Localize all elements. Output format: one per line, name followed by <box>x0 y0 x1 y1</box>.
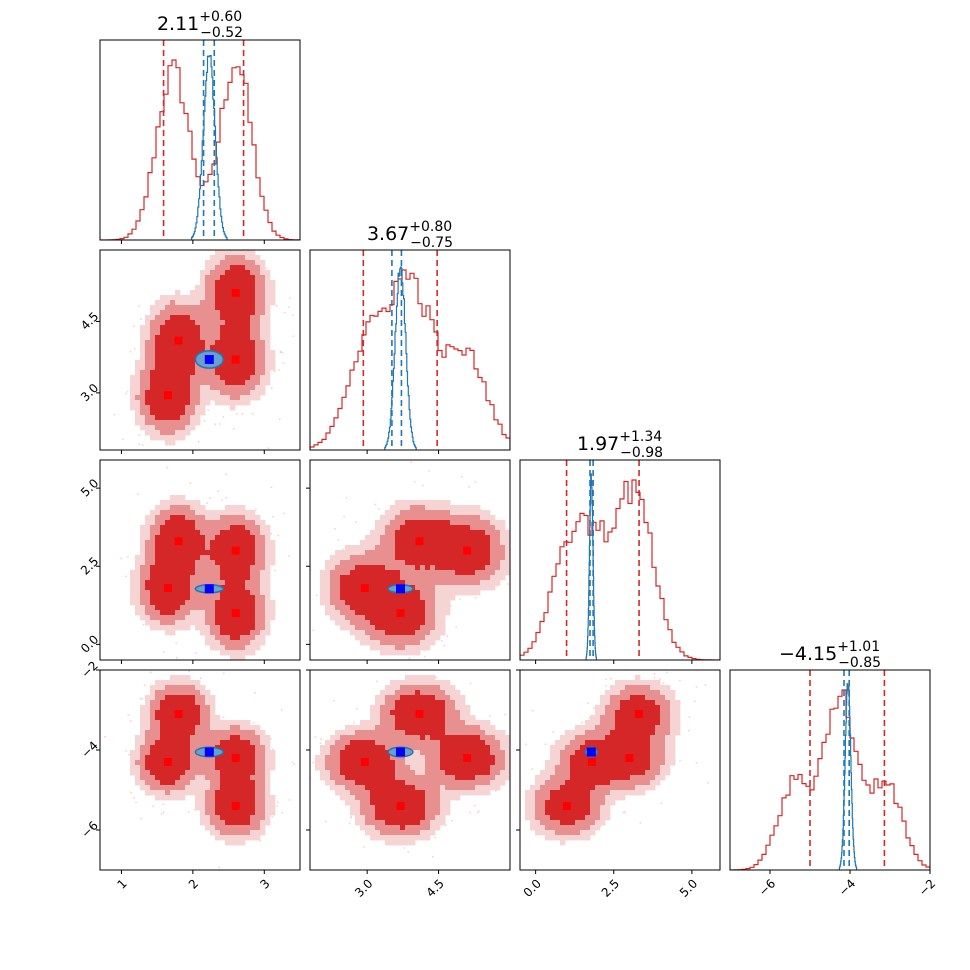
posterior-histogram-2 <box>520 479 720 660</box>
x-tick-label: −2 <box>916 876 938 898</box>
x-tick-label: 0.0 <box>521 876 544 899</box>
panel-frame <box>99 39 301 241</box>
panel-frame <box>729 669 931 871</box>
truth-mode-marker <box>562 802 571 810</box>
panel-1-1: 3.67+0.80 −0.75 <box>309 219 511 454</box>
reference-marker <box>204 355 214 364</box>
y-tick-label: 2.5 <box>78 554 101 577</box>
posterior-histogram-0 <box>100 59 300 240</box>
truth-mode-marker <box>587 758 596 766</box>
truth-mode-marker <box>360 584 369 593</box>
panel-frame <box>309 249 511 451</box>
comparison-histogram-1 <box>384 266 417 450</box>
truth-mode-marker <box>231 609 240 618</box>
x-tick-label: 3 <box>257 876 272 891</box>
posterior-histogram-3 <box>730 689 930 870</box>
reference-marker <box>204 747 214 757</box>
x-tick-label: 3.0 <box>352 876 375 899</box>
panel-frame <box>519 669 721 871</box>
posterior-histogram-1 <box>310 269 510 450</box>
panel-frame <box>99 669 301 871</box>
panel-frame <box>309 669 511 871</box>
panel-2-0: 0.0 2.5 5.0 <box>78 459 301 664</box>
panel-3-1: 3.0 4.5 <box>306 669 511 900</box>
truth-mode-marker <box>463 754 472 762</box>
truth-mode-marker <box>174 537 183 546</box>
truth-mode-marker <box>163 391 172 400</box>
panel-2-2: 1.97+1.34 −0.98 <box>519 429 721 664</box>
x-tick-label: 1 <box>114 876 129 891</box>
x-tick-label: 2 <box>186 876 201 891</box>
panel-title-3: −4.15+1.01 −0.85 <box>779 639 881 671</box>
panel-frame <box>99 459 301 661</box>
panel-0-0: 2.11+0.60 −0.52 <box>99 9 301 244</box>
panel-3-0: 1 2 3 −6 −4 −2 <box>78 658 301 892</box>
truth-mode-marker <box>231 546 240 555</box>
truth-mode-marker <box>174 336 183 345</box>
x-tick-label: 4.5 <box>424 876 447 899</box>
truth-mode-marker <box>415 537 424 546</box>
panel-1-0: 3.0 4.5 <box>78 249 301 454</box>
panel-title-1: 3.67+0.80 −0.75 <box>367 219 453 251</box>
panel-title-0: 2.11+0.60 −0.52 <box>157 9 243 41</box>
reference-marker <box>396 747 405 757</box>
panel-frame <box>519 459 721 661</box>
x-tick-label: 2.5 <box>599 876 622 899</box>
comparison-histogram-0 <box>191 55 228 240</box>
panel-2-1 <box>306 459 511 664</box>
truth-mode-marker <box>231 288 240 297</box>
reference-marker <box>586 747 596 757</box>
y-tick-label: −4 <box>78 738 100 760</box>
y-tick-label: −2 <box>78 658 100 680</box>
comparison-histogram-2 <box>585 473 597 660</box>
y-tick-label: 3.0 <box>78 381 101 404</box>
truth-mode-marker <box>231 355 240 364</box>
y-tick-label: 5.0 <box>78 476 101 499</box>
truth-mode-marker <box>163 584 172 593</box>
truth-mode-marker <box>163 758 172 766</box>
y-tick-label: −6 <box>78 818 100 840</box>
x-tick-label: −4 <box>836 876 858 898</box>
x-tick-label: 5.0 <box>677 876 700 899</box>
x-tick-label: −6 <box>756 876 778 898</box>
truth-mode-marker <box>415 710 424 718</box>
truth-mode-marker <box>463 546 472 555</box>
panel-title-2: 1.97+1.34 −0.98 <box>577 429 663 461</box>
reference-marker <box>204 584 214 594</box>
panel-frame <box>309 459 511 661</box>
truth-mode-marker <box>231 802 240 810</box>
panel-3-3: −4.15+1.01 −0.85 −6 −4 −2 <box>729 639 938 899</box>
panel-3-2: 0.0 2.5 5.0 <box>516 669 721 900</box>
truth-mode-marker <box>396 802 405 810</box>
comparison-histogram-3 <box>838 683 858 870</box>
truth-mode-marker <box>174 710 183 718</box>
panel-frame <box>99 249 301 451</box>
truth-mode-marker <box>231 754 240 762</box>
truth-mode-marker <box>634 710 643 718</box>
reference-marker <box>396 584 405 594</box>
truth-mode-marker <box>625 754 634 762</box>
y-tick-label: 4.5 <box>78 309 101 332</box>
truth-mode-marker <box>360 758 369 766</box>
y-tick-label: 0.0 <box>78 632 101 655</box>
truth-mode-marker <box>396 609 405 618</box>
